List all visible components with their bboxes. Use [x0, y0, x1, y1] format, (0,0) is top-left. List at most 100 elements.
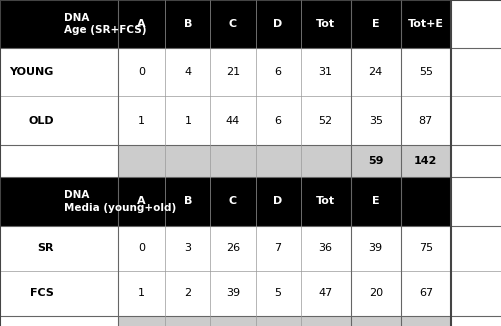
- Text: 55: 55: [419, 67, 433, 77]
- Bar: [165, 0, 210, 48]
- Text: B: B: [184, 197, 192, 206]
- Bar: [401, 0, 451, 48]
- Text: D: D: [274, 197, 283, 206]
- Bar: [351, 96, 401, 145]
- Bar: [256, 271, 301, 316]
- Text: C: C: [229, 197, 237, 206]
- Bar: [0, 0, 118, 48]
- Bar: [0, 226, 118, 271]
- Text: 3: 3: [184, 243, 191, 253]
- Text: 26: 26: [226, 243, 240, 253]
- Bar: [165, 48, 210, 96]
- Text: 1: 1: [138, 288, 145, 298]
- Bar: [210, 271, 256, 316]
- Text: 4: 4: [184, 67, 191, 77]
- Bar: [256, 226, 301, 271]
- Text: 5: 5: [275, 288, 282, 298]
- Bar: [0, 177, 118, 226]
- Bar: [210, 0, 256, 48]
- Bar: [0, 96, 118, 145]
- Text: 44: 44: [226, 116, 240, 126]
- Text: 7: 7: [275, 243, 282, 253]
- Text: 6: 6: [275, 67, 282, 77]
- Bar: [401, 48, 451, 96]
- Bar: [301, 0, 351, 48]
- Text: 36: 36: [319, 243, 333, 253]
- Text: D: D: [274, 19, 283, 29]
- Text: Tot: Tot: [316, 19, 335, 29]
- Bar: [256, 48, 301, 96]
- Text: 52: 52: [319, 116, 333, 126]
- Bar: [118, 271, 165, 316]
- Bar: [165, 271, 210, 316]
- Text: 0: 0: [138, 243, 145, 253]
- Text: 1: 1: [138, 116, 145, 126]
- Bar: [0, 48, 118, 96]
- Bar: [401, 96, 451, 145]
- Bar: [351, 48, 401, 96]
- Text: DNA
Media (young+old): DNA Media (young+old): [64, 190, 176, 213]
- Text: B: B: [184, 19, 192, 29]
- Text: 2: 2: [184, 288, 191, 298]
- Bar: [256, 0, 301, 48]
- Text: 39: 39: [369, 243, 383, 253]
- Bar: [301, 96, 351, 145]
- Text: 31: 31: [319, 67, 333, 77]
- Bar: [351, 226, 401, 271]
- Text: YOUNG: YOUNG: [10, 67, 54, 77]
- Bar: [165, 226, 210, 271]
- Text: 21: 21: [226, 67, 240, 77]
- Text: 59: 59: [368, 156, 383, 166]
- Text: A: A: [137, 197, 146, 206]
- Bar: [118, 0, 165, 48]
- Text: 20: 20: [369, 288, 383, 298]
- Text: 6: 6: [275, 116, 282, 126]
- Text: 47: 47: [319, 288, 333, 298]
- Text: 142: 142: [414, 156, 437, 166]
- Bar: [165, 177, 210, 226]
- Text: Tot+E: Tot+E: [408, 19, 444, 29]
- Bar: [256, 96, 301, 145]
- Text: OLD: OLD: [28, 116, 54, 126]
- Text: Tot: Tot: [316, 197, 335, 206]
- Bar: [401, 177, 451, 226]
- Bar: [351, 177, 401, 226]
- Text: A: A: [137, 19, 146, 29]
- Text: 1: 1: [184, 116, 191, 126]
- Bar: [118, 316, 451, 326]
- Bar: [210, 96, 256, 145]
- Text: 39: 39: [226, 288, 240, 298]
- Text: FCS: FCS: [30, 288, 54, 298]
- Bar: [0, 316, 118, 326]
- Text: 24: 24: [369, 67, 383, 77]
- Bar: [118, 48, 165, 96]
- Text: E: E: [372, 19, 380, 29]
- Bar: [118, 177, 165, 226]
- Bar: [351, 0, 401, 48]
- Bar: [301, 271, 351, 316]
- Bar: [401, 271, 451, 316]
- Bar: [118, 226, 165, 271]
- Bar: [351, 271, 401, 316]
- Text: 87: 87: [419, 116, 433, 126]
- Bar: [210, 48, 256, 96]
- Text: SR: SR: [38, 243, 54, 253]
- Text: 67: 67: [419, 288, 433, 298]
- Bar: [256, 177, 301, 226]
- Text: 35: 35: [369, 116, 383, 126]
- Text: 0: 0: [138, 67, 145, 77]
- Bar: [165, 96, 210, 145]
- Text: C: C: [229, 19, 237, 29]
- Text: E: E: [372, 197, 380, 206]
- Bar: [210, 226, 256, 271]
- Bar: [401, 226, 451, 271]
- Bar: [301, 48, 351, 96]
- Bar: [118, 145, 451, 177]
- Text: 75: 75: [419, 243, 433, 253]
- Bar: [118, 96, 165, 145]
- Bar: [210, 177, 256, 226]
- Bar: [301, 226, 351, 271]
- Bar: [301, 177, 351, 226]
- Bar: [0, 271, 118, 316]
- Text: DNA
Age (SR+FCS): DNA Age (SR+FCS): [64, 13, 146, 35]
